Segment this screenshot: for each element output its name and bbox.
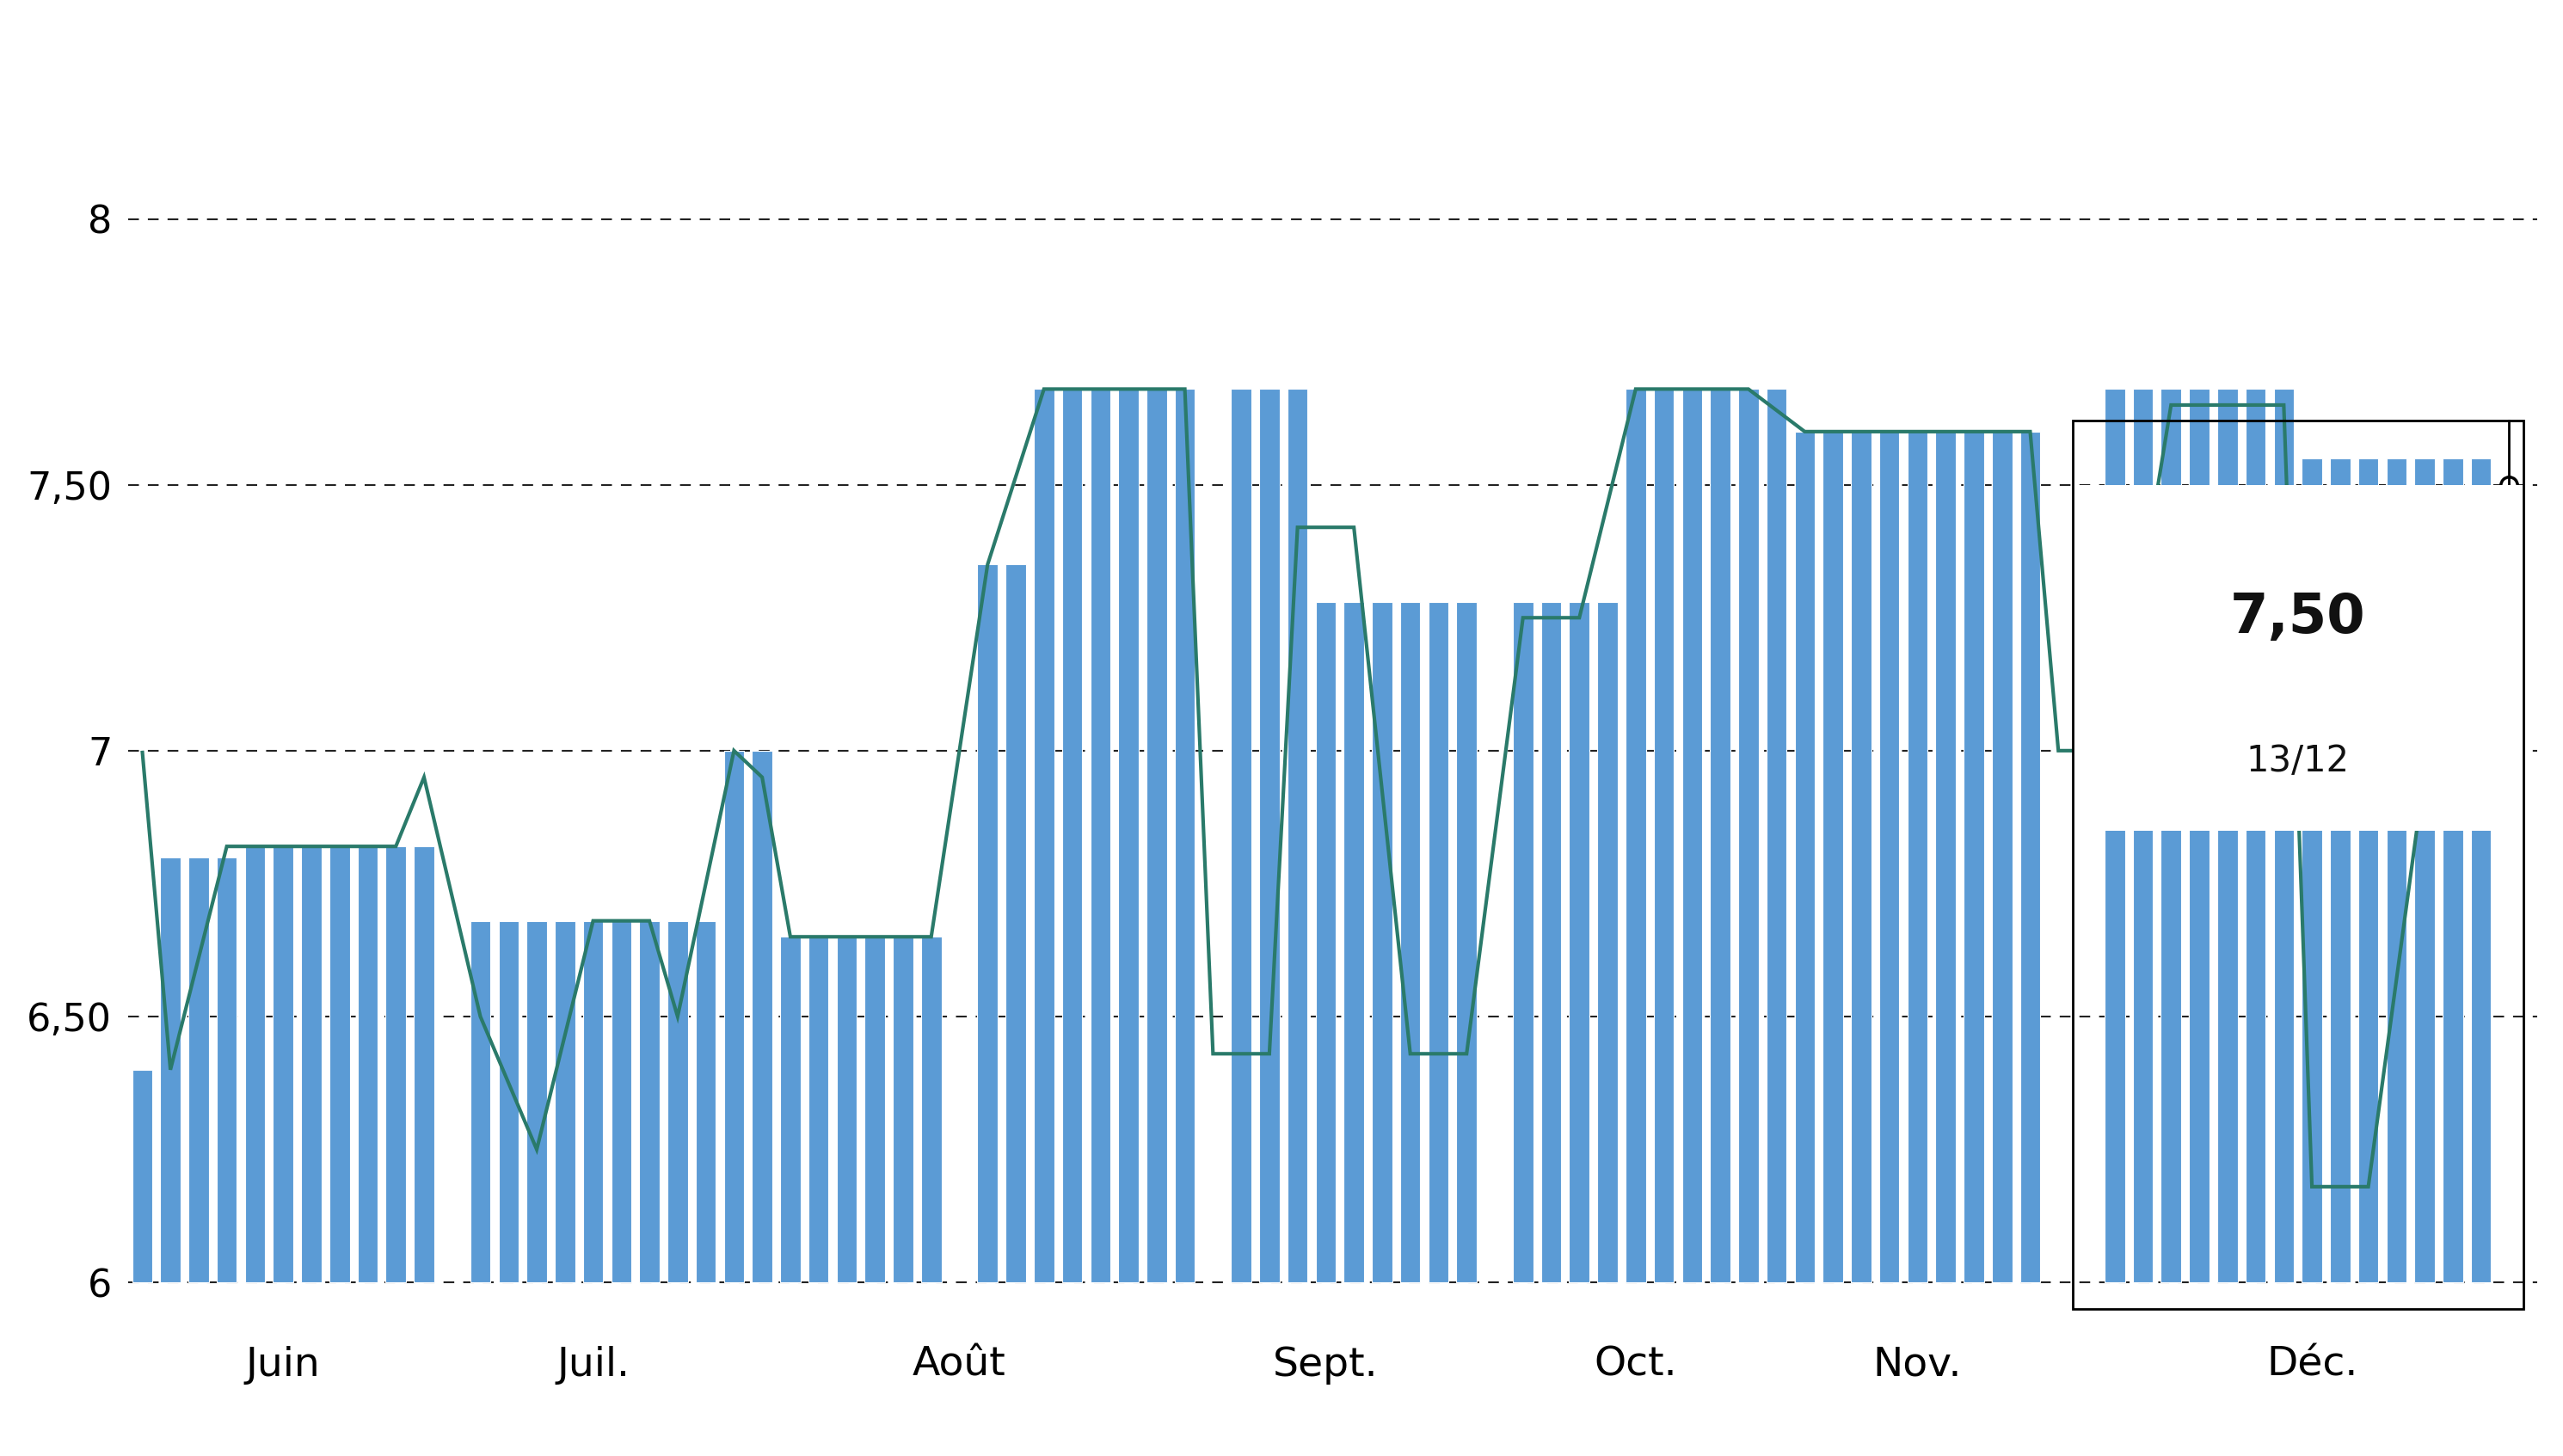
Bar [1061,389,1082,1283]
Bar [2386,459,2407,1283]
Bar [1710,389,1730,1283]
Bar [2273,389,2294,1283]
Bar [2189,389,2209,1283]
Bar [977,565,997,1283]
Bar [836,936,856,1283]
Bar [1230,389,1251,1283]
Bar [723,751,743,1283]
Bar [1540,601,1561,1283]
Bar [1850,431,1871,1283]
Bar [807,936,828,1283]
Bar [1033,389,1053,1283]
Bar [525,920,546,1283]
Bar [2443,459,2463,1283]
Bar [1935,431,1956,1283]
Bar [1315,601,1335,1283]
Bar [1597,601,1617,1283]
Bar [1399,601,1420,1283]
Bar [1117,389,1138,1283]
Bar [133,1070,151,1283]
Text: 13/12: 13/12 [2245,743,2350,779]
Bar [1258,389,1279,1283]
Bar [2414,459,2435,1283]
Bar [2358,459,2378,1283]
Bar [920,936,941,1283]
Bar [1822,431,1843,1283]
Bar [1794,431,1815,1283]
Bar [1681,389,1702,1283]
Bar [469,920,490,1283]
Bar [274,846,292,1283]
Bar [2161,389,2181,1283]
Bar [751,751,771,1283]
Bar [384,846,405,1283]
Bar [2245,389,2266,1283]
Bar [2073,421,2525,1309]
Bar [2330,459,2350,1283]
Bar [1089,389,1110,1283]
Bar [1738,389,1758,1283]
Bar [1174,389,1194,1283]
Bar [328,846,349,1283]
Bar [779,936,800,1283]
Bar [2073,485,2525,830]
Bar [413,846,433,1283]
Text: 7,50: 7,50 [2230,591,2366,645]
Bar [1569,601,1589,1283]
Bar [246,846,264,1283]
Bar [2132,389,2153,1283]
Bar [1963,431,1984,1283]
Bar [2302,459,2322,1283]
Bar [2471,459,2491,1283]
Bar [302,846,320,1283]
Bar [1653,389,1674,1283]
Bar [1512,601,1533,1283]
Bar [554,920,574,1283]
Bar [2104,389,2125,1283]
Bar [1879,431,1899,1283]
Bar [1005,565,1025,1283]
Bar [2217,389,2237,1283]
Bar [2020,431,2040,1283]
Bar [638,920,659,1283]
Bar [1371,601,1392,1283]
Bar [1991,431,2012,1283]
Bar [892,936,912,1283]
Bar [864,936,884,1283]
Bar [582,920,602,1283]
Bar [1428,601,1448,1283]
Bar [190,858,208,1283]
Bar [356,846,377,1283]
Bar [161,858,179,1283]
Bar [666,920,687,1283]
Bar [695,920,715,1283]
Bar [1287,389,1307,1283]
Bar [610,920,630,1283]
Bar [1766,389,1786,1283]
Text: SAPMER: SAPMER [1087,7,1476,87]
Bar [1456,601,1476,1283]
Bar [497,920,518,1283]
Bar [1625,389,1645,1283]
Bar [1146,389,1166,1283]
Bar [1343,601,1364,1283]
Bar [1907,431,1927,1283]
Bar [218,858,236,1283]
